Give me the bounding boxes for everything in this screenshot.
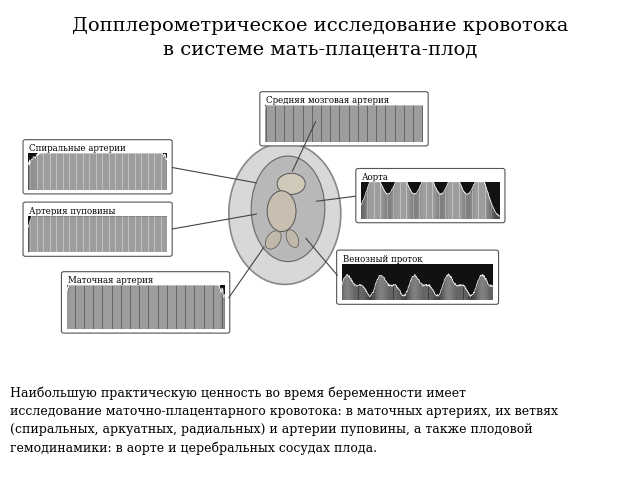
Text: Артерия пуповины: Артерия пуповины [29,207,116,216]
Bar [342,264,493,300]
FancyBboxPatch shape [23,140,172,194]
FancyBboxPatch shape [23,202,172,256]
Ellipse shape [251,156,325,262]
Text: Венозный проток: Венозный проток [343,255,422,264]
FancyBboxPatch shape [356,168,505,223]
Bar [265,105,423,142]
FancyBboxPatch shape [61,272,230,333]
Text: Средняя мозговая артерия: Средняя мозговая артерия [266,96,390,106]
Ellipse shape [229,143,341,284]
Text: Маточная артерия: Маточная артерия [68,276,153,286]
Ellipse shape [286,230,299,247]
Text: Наибольшую практическую ценность во время беременности имеет
исследование маточн: Наибольшую практическую ценность во врем… [10,386,557,455]
Text: Допплерометрическое исследование кровотока: Допплерометрическое исследование кровото… [72,17,568,35]
Text: Спиральные артерии: Спиральные артерии [29,144,126,154]
Circle shape [277,173,305,194]
Bar [361,182,500,219]
FancyBboxPatch shape [337,250,499,304]
Ellipse shape [268,191,296,232]
Bar [28,153,167,190]
FancyBboxPatch shape [260,92,428,146]
Text: в системе мать-плацента-плод: в системе мать-плацента-плод [163,41,477,59]
Ellipse shape [266,231,281,249]
Bar [28,216,167,252]
Text: Аорта: Аорта [362,173,389,182]
Bar [67,285,225,329]
